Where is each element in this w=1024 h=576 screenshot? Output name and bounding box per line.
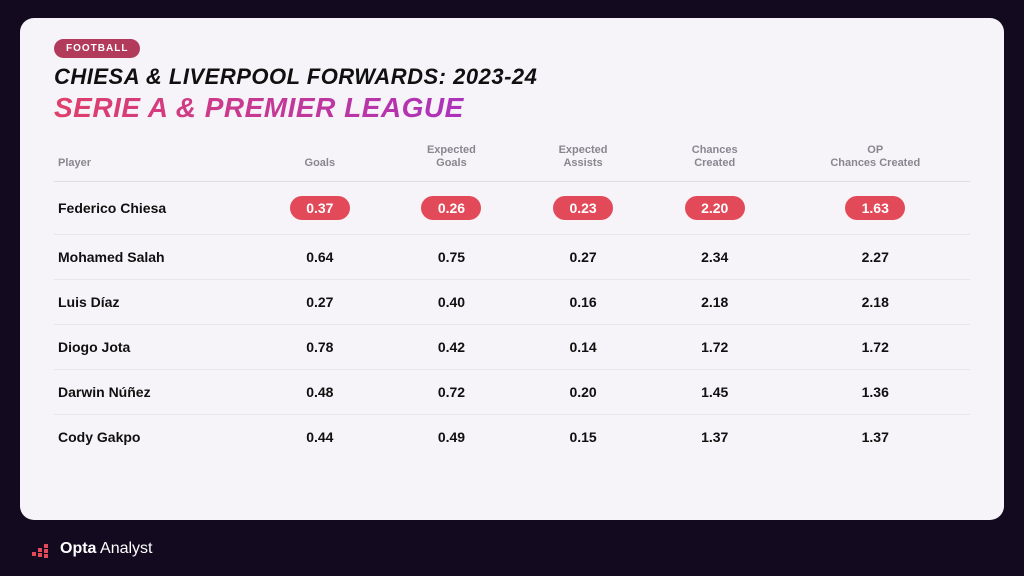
cell-xg: 0.42 <box>386 325 518 370</box>
brand-footer: Opta Analyst <box>30 538 152 560</box>
brand-light: Analyst <box>100 540 152 557</box>
cell-opcc: 1.63 <box>781 182 971 235</box>
cell-cc: 1.45 <box>649 370 781 415</box>
col-header-opcc: OPChances Created <box>781 138 971 182</box>
cell-cc: 2.18 <box>649 280 781 325</box>
col-header-xg: ExpectedGoals <box>386 138 518 182</box>
cell-opcc: 2.18 <box>781 280 971 325</box>
table-row: Darwin Núñez0.480.720.201.451.36 <box>54 370 970 415</box>
cell-xa: 0.15 <box>517 415 649 460</box>
cell-xg: 0.40 <box>386 280 518 325</box>
table-row: Diogo Jota0.780.420.141.721.72 <box>54 325 970 370</box>
col-header-xa: ExpectedAssists <box>517 138 649 182</box>
cell-goals: 0.78 <box>254 325 386 370</box>
cell-xa: 0.23 <box>517 182 649 235</box>
cell-goals: 0.48 <box>254 370 386 415</box>
cell-player: Cody Gakpo <box>54 415 254 460</box>
brand-bold: Opta <box>60 540 96 557</box>
opta-logo-icon <box>30 538 52 560</box>
cell-cc: 1.37 <box>649 415 781 460</box>
stats-table: PlayerGoalsExpectedGoalsExpectedAssistsC… <box>54 138 970 459</box>
cell-player: Luis Díaz <box>54 280 254 325</box>
table-header-row: PlayerGoalsExpectedGoalsExpectedAssistsC… <box>54 138 970 182</box>
cell-player: Darwin Núñez <box>54 370 254 415</box>
cell-xg: 0.72 <box>386 370 518 415</box>
table-row: Luis Díaz0.270.400.162.182.18 <box>54 280 970 325</box>
col-header-cc: ChancesCreated <box>649 138 781 182</box>
card-subtitle: SERIE A & PREMIER LEAGUE <box>54 92 970 124</box>
cell-xg: 0.49 <box>386 415 518 460</box>
cell-opcc: 1.36 <box>781 370 971 415</box>
cell-cc: 2.20 <box>649 182 781 235</box>
table-row: Cody Gakpo0.440.490.151.371.37 <box>54 415 970 460</box>
cell-xg: 0.75 <box>386 235 518 280</box>
cell-opcc: 1.37 <box>781 415 971 460</box>
cell-opcc: 1.72 <box>781 325 971 370</box>
cell-goals: 0.64 <box>254 235 386 280</box>
card-title: CHIESA & LIVERPOOL FORWARDS: 2023-24 <box>54 64 970 90</box>
highlight-pill: 1.63 <box>845 196 905 220</box>
category-tag: FOOTBALL <box>54 39 140 58</box>
highlight-pill: 0.37 <box>290 196 350 220</box>
brand-text: Opta Analyst <box>60 540 152 558</box>
table-body: Federico Chiesa 0.37 0.26 0.23 2.20 1.63 Moham… <box>54 182 970 460</box>
cell-goals: 0.27 <box>254 280 386 325</box>
col-header-player: Player <box>54 138 254 182</box>
cell-goals: 0.44 <box>254 415 386 460</box>
cell-xa: 0.14 <box>517 325 649 370</box>
cell-opcc: 2.27 <box>781 235 971 280</box>
cell-cc: 1.72 <box>649 325 781 370</box>
cell-xa: 0.20 <box>517 370 649 415</box>
table-row: Federico Chiesa 0.37 0.26 0.23 2.20 1.63 <box>54 182 970 235</box>
cell-xa: 0.27 <box>517 235 649 280</box>
cell-cc: 2.34 <box>649 235 781 280</box>
highlight-pill: 2.20 <box>685 196 745 220</box>
cell-player: Mohamed Salah <box>54 235 254 280</box>
cell-player: Federico Chiesa <box>54 182 254 235</box>
table-row: Mohamed Salah0.640.750.272.342.27 <box>54 235 970 280</box>
stats-card: FOOTBALL CHIESA & LIVERPOOL FORWARDS: 20… <box>20 18 1004 520</box>
cell-goals: 0.37 <box>254 182 386 235</box>
cell-xg: 0.26 <box>386 182 518 235</box>
cell-xa: 0.16 <box>517 280 649 325</box>
highlight-pill: 0.26 <box>421 196 481 220</box>
highlight-pill: 0.23 <box>553 196 613 220</box>
cell-player: Diogo Jota <box>54 325 254 370</box>
col-header-goals: Goals <box>254 138 386 182</box>
